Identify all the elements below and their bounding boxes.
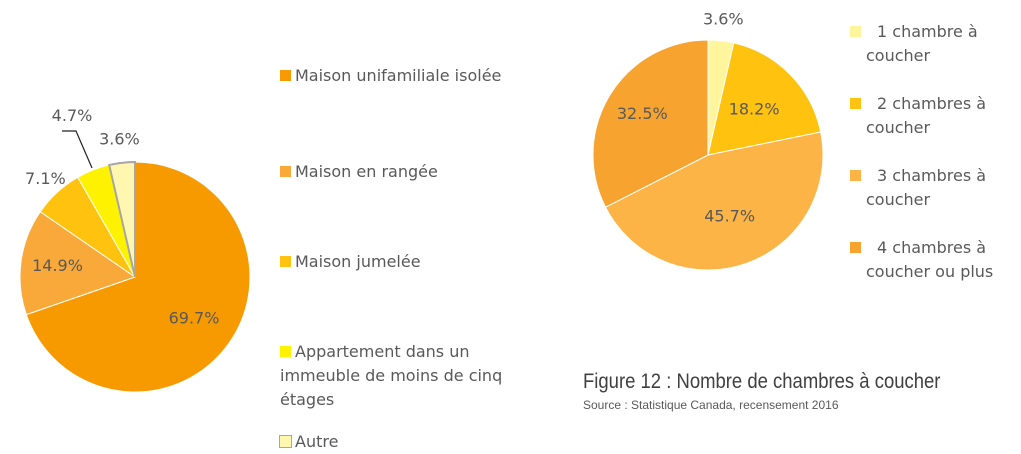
legend-swatch (850, 170, 861, 181)
pie-slice (19, 211, 137, 316)
data-label: 14.9% (32, 256, 83, 275)
pie-slice (592, 39, 709, 208)
legend-swatch (280, 166, 291, 177)
legend-label: 2 chambres à coucher (866, 94, 987, 137)
data-label: 69.7% (169, 309, 220, 328)
legend-label: Maison unifamiliale isolée (295, 66, 502, 85)
data-label: 3.6% (703, 10, 744, 29)
legend-entry: 4 chambres à coucher ou plus (850, 236, 1021, 284)
data-label: 32.5% (617, 104, 668, 123)
legend-swatch (280, 70, 291, 81)
pie-slice (108, 160, 136, 278)
legend-entry: Autre (279, 430, 520, 454)
legend-label: Autre (295, 432, 339, 451)
legend-entry: Maison en rangée (280, 160, 520, 184)
legend-label: Appartement dans un immeuble de moins de… (280, 342, 503, 409)
legend-swatch (850, 98, 861, 109)
leader-line (62, 130, 93, 169)
legend-entry: 2 chambres à coucher (850, 92, 1021, 140)
legend-label: Maison jumelée (295, 252, 421, 271)
pie-slice (707, 42, 822, 156)
legend-swatch (280, 346, 291, 357)
legend-entry: Maison jumelée (280, 250, 520, 274)
data-label: 7.1% (25, 169, 66, 188)
legend-entry: Appartement dans un immeuble de moins de… (280, 340, 520, 412)
pie-slice (25, 161, 251, 393)
source: Source : Statistique Canada, recensement… (583, 398, 839, 412)
legend-entry: 3 chambres à coucher (850, 164, 1021, 212)
legend-swatch (279, 435, 292, 448)
legend-label: 1 chambre à coucher (866, 22, 978, 65)
legend-entry: 1 chambre à coucher (850, 20, 1021, 68)
legend-label: 3 chambres à coucher (866, 166, 987, 209)
legend-swatch (850, 26, 861, 37)
data-label: 4.7% (52, 106, 93, 125)
pie-slice (604, 131, 824, 271)
data-label: 18.2% (729, 100, 780, 119)
legend-label: 4 chambres à coucher ou plus (866, 238, 994, 281)
legend-swatch (280, 256, 291, 267)
legend-label: Maison en rangée (295, 162, 438, 181)
data-label: 45.7% (704, 206, 755, 225)
data-label: 3.6% (99, 129, 140, 148)
legend-swatch (850, 242, 861, 253)
caption: Figure 12 : Nombre de chambres à coucher (583, 370, 941, 393)
legend-entry: Maison unifamiliale isolée (280, 64, 520, 88)
